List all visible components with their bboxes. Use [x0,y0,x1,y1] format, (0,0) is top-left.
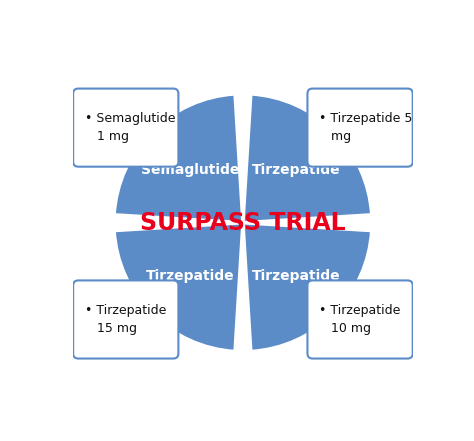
Wedge shape [243,223,372,351]
Text: • Tirzepatide 5
   mg: • Tirzepatide 5 mg [319,112,413,143]
Text: SURPASS TRIAL: SURPASS TRIAL [140,211,346,235]
FancyBboxPatch shape [73,89,178,167]
Text: • Tirzepatide
   15 mg: • Tirzepatide 15 mg [85,304,166,335]
Wedge shape [243,94,372,223]
FancyBboxPatch shape [73,280,178,359]
Wedge shape [114,94,243,223]
Text: • Semaglutide
   1 mg: • Semaglutide 1 mg [85,112,175,143]
Text: Semaglutide: Semaglutide [141,163,239,177]
Wedge shape [114,223,243,351]
Text: Tirzepatide: Tirzepatide [252,269,340,283]
FancyBboxPatch shape [308,280,413,359]
Text: Tirzepatide: Tirzepatide [146,269,234,283]
Text: Tirzepatide: Tirzepatide [252,163,340,177]
FancyBboxPatch shape [308,89,413,167]
Text: • Tirzepatide
   10 mg: • Tirzepatide 10 mg [319,304,401,335]
